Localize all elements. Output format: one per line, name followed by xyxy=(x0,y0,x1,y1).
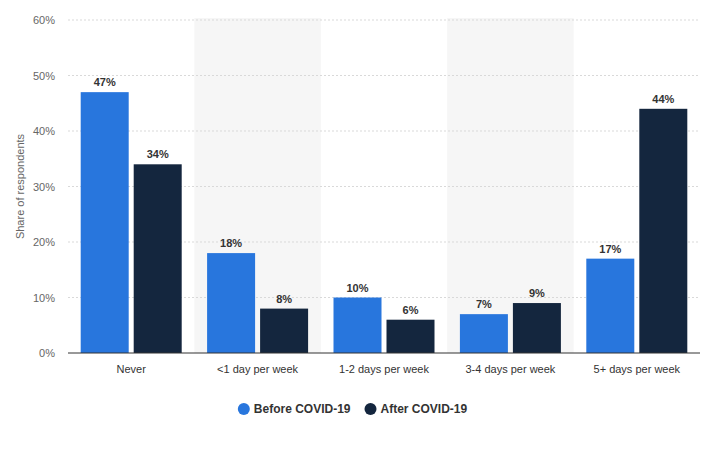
data-label: 10% xyxy=(346,282,368,294)
y-tick-label: 10% xyxy=(33,292,55,304)
y-tick-label: 30% xyxy=(33,181,55,193)
bar xyxy=(334,298,382,354)
legend: Before COVID-19 After COVID-19 xyxy=(238,402,468,416)
x-tick-label: 5+ days per week xyxy=(594,363,681,375)
x-tick-label: <1 day per week xyxy=(217,363,299,375)
data-label: 34% xyxy=(147,148,169,160)
x-axis-line xyxy=(68,353,700,354)
chart: 0% 10% 20% 30% 40% 50% 60% Share of respondents… xyxy=(0,0,705,450)
band-background xyxy=(194,18,320,353)
bar xyxy=(207,253,255,353)
data-label: 18% xyxy=(220,237,242,249)
x-tick-label: 1-2 days per week xyxy=(339,363,429,375)
chart-container: 0% 10% 20% 30% 40% 50% 60% Share of respondents… xyxy=(0,0,705,450)
bars xyxy=(81,92,688,353)
legend-label: Before COVID-19 xyxy=(254,402,351,416)
band-background xyxy=(447,18,573,353)
bar xyxy=(81,92,129,353)
data-label: 7% xyxy=(476,298,492,310)
y-tick-label: 20% xyxy=(33,236,55,248)
bar xyxy=(513,303,561,353)
x-tick-label: Never xyxy=(117,363,147,375)
data-label: 8% xyxy=(276,293,292,305)
data-label: 44% xyxy=(652,93,674,105)
legend-label: After COVID-19 xyxy=(381,402,468,416)
data-label: 6% xyxy=(403,304,419,316)
bar xyxy=(260,309,308,353)
data-labels: 47% 18% 10% 7% 17% 34% 8% 6% 9% 44% xyxy=(94,76,675,316)
grid-line xyxy=(68,131,700,132)
grid-line xyxy=(68,75,700,76)
y-tick-label: 40% xyxy=(33,125,55,137)
x-tick-label: 3-4 days per week xyxy=(465,363,555,375)
grid-line xyxy=(68,20,700,21)
y-tick-label: 0% xyxy=(39,347,55,359)
y-axis-title: Share of respondents xyxy=(14,133,26,239)
bar xyxy=(639,109,687,353)
data-label: 17% xyxy=(599,243,621,255)
data-label: 9% xyxy=(529,287,545,299)
bar xyxy=(586,259,634,353)
legend-marker xyxy=(365,403,377,415)
bar xyxy=(460,314,508,353)
y-tick-label: 60% xyxy=(33,14,55,26)
y-tick-label: 50% xyxy=(33,70,55,82)
data-label: 47% xyxy=(94,76,116,88)
bar xyxy=(134,164,182,353)
bar xyxy=(387,320,435,353)
legend-marker xyxy=(238,403,250,415)
